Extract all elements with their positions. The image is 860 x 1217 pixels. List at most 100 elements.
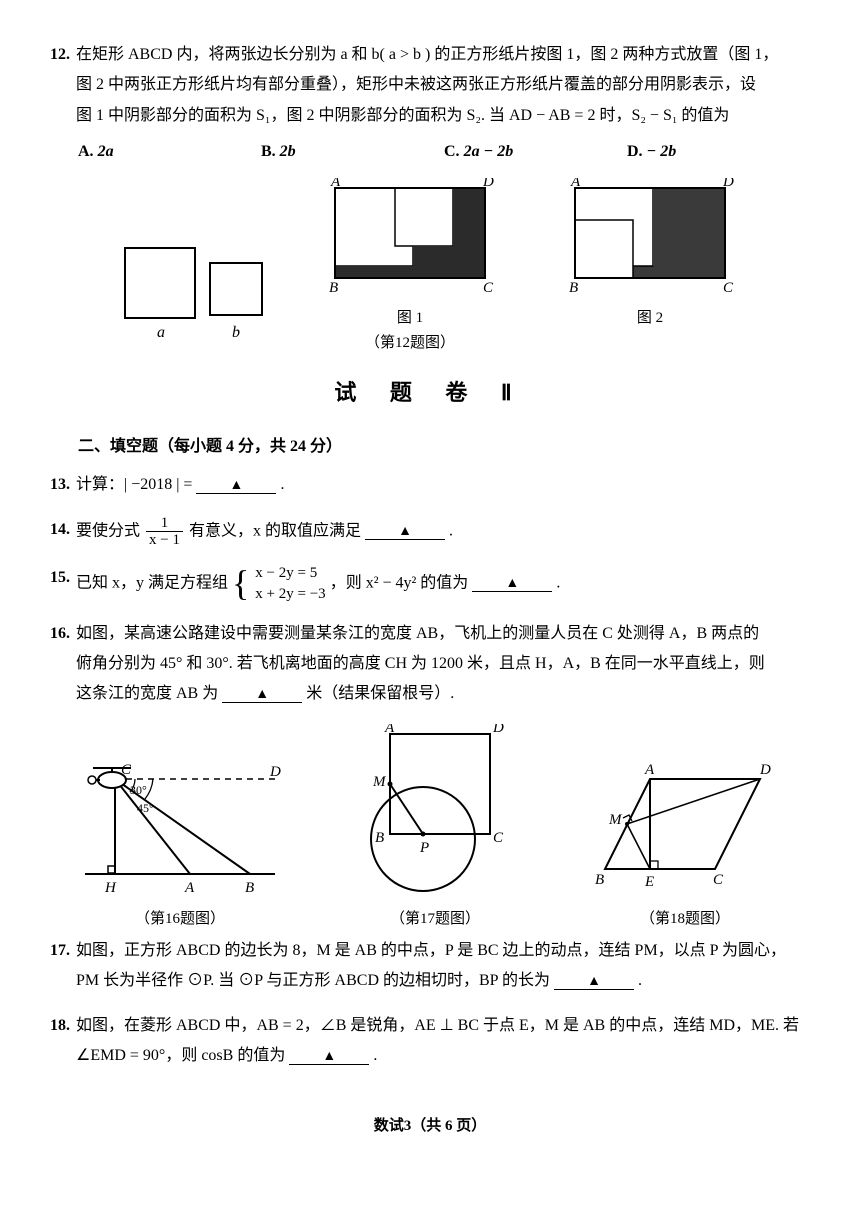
q17-number: 17. [50, 936, 76, 997]
f17-B: B [375, 830, 384, 846]
q12-choice-A: A. 2a [78, 137, 261, 167]
q12-line1: 在矩形 ABCD 内，将两张边长分别为 a 和 b( a > b ) 的正方形纸… [76, 46, 778, 63]
q14-number: 14. [50, 515, 76, 549]
squares-ab-svg: a b [115, 233, 265, 343]
question-13: 13. 计算：| −2018 | = ▲ . [50, 470, 810, 500]
q16-number: 16. [50, 619, 76, 710]
f16-B: B [245, 880, 254, 894]
q14-fraction: 1 x − 1 [146, 515, 183, 549]
q13-post: . [280, 476, 284, 493]
f17-M: M [372, 774, 387, 790]
q14-pre: 要使分式 [76, 522, 144, 539]
q14-text: 要使分式 1 x − 1 有意义，x 的取值应满足 ▲ . [76, 515, 810, 549]
fig16-svg: 30° 45° C D H A B [75, 754, 285, 894]
fig17: A D B C M P （第17题图） [345, 724, 525, 930]
q13-blank: ▲ [196, 477, 276, 494]
f18-M: M [608, 812, 623, 828]
f18-E: E [644, 874, 654, 890]
q18-line1: 如图，在菱形 ABCD 中，AB = 2，∠B 是锐角，AE ⊥ BC 于点 E… [76, 1017, 799, 1034]
q15-post: . [556, 574, 560, 591]
f16-C: C [121, 762, 132, 778]
figures-16-17-18: 30° 45° C D H A B （第16题图） A D B C [50, 724, 810, 930]
q15-system: x − 2y = 5 x + 2y = −3 [255, 563, 325, 605]
q18-number: 18. [50, 1011, 76, 1072]
question-15: 15. 已知 x，y 满足方程组 { x − 2y = 5 x + 2y = −… [50, 563, 810, 605]
q14-blank: ▲ [365, 523, 445, 540]
q18-line2post: . [373, 1047, 377, 1064]
q17-blank: ▲ [554, 973, 634, 990]
f16-D: D [269, 764, 281, 780]
q16-line1: 如图，某高速公路建设中需要测量某条江的宽度 AB，飞机上的测量人员在 C 处测得… [76, 625, 759, 642]
f18-A: A [644, 762, 655, 778]
q12-figures: a b A D B C [50, 178, 810, 354]
q15-eq1: x − 2y = 5 [255, 565, 317, 581]
q17-line2post: . [638, 972, 642, 989]
q13-number: 13. [50, 470, 76, 500]
label-a: a [157, 324, 165, 341]
q18-text: 如图，在菱形 ABCD 中，AB = 2，∠B 是锐角，AE ⊥ BC 于点 E… [76, 1011, 810, 1072]
f16-A: A [184, 880, 195, 894]
brace-icon: { [232, 569, 249, 598]
q14-post: . [449, 522, 453, 539]
q18-blank: ▲ [289, 1048, 369, 1065]
fig18-caption: （第18题图） [585, 909, 785, 930]
question-14: 14. 要使分式 1 x − 1 有意义，x 的取值应满足 ▲ . [50, 515, 810, 549]
f17-A: A [384, 724, 395, 736]
question-17: 17. 如图，正方形 ABCD 的边长为 8，M 是 AB 的中点，P 是 BC… [50, 936, 810, 997]
q12-fig1: A D B C 图 1 （第12题图） [315, 178, 505, 354]
fig16-caption: （第16题图） [75, 909, 285, 930]
question-12: 12. 在矩形 ABCD 内，将两张边长分别为 a 和 b( a > b ) 的… [50, 40, 810, 354]
f17-D: D [492, 724, 504, 736]
q15-text: 已知 x，y 满足方程组 { x − 2y = 5 x + 2y = −3 ，则… [76, 563, 810, 605]
q12-number: 12. [50, 40, 76, 131]
q12-text: 在矩形 ABCD 内，将两张边长分别为 a 和 b( a > b ) 的正方形纸… [76, 40, 810, 131]
question-18: 18. 如图，在菱形 ABCD 中，AB = 2，∠B 是锐角，AE ⊥ BC … [50, 1011, 810, 1072]
q12-fig2: A D B C 图 2 . [555, 178, 745, 354]
q12-choice-B: B. 2b [261, 137, 444, 167]
q15-blank: ▲ [472, 575, 552, 592]
f1-B: B [329, 280, 338, 293]
fig2-caption: 图 2 [555, 308, 745, 329]
q17-text: 如图，正方形 ABCD 的边长为 8，M 是 AB 的中点，P 是 BC 边上的… [76, 936, 810, 997]
q15-number: 15. [50, 563, 76, 605]
fig-main-caption: （第12题图） [315, 333, 505, 354]
fig16: 30° 45° C D H A B （第16题图） [75, 754, 285, 930]
q16-line3pre: 这条江的宽度 AB 为 [76, 685, 222, 702]
fig17-svg: A D B C M P [345, 724, 525, 894]
q12-choice-C: C. 2a − 2b [444, 137, 627, 167]
f2-A: A [570, 178, 581, 190]
q17-line2pre: PM 长为半径作 ⊙P. 当 ⊙P 与正方形 ABCD 的边相切时，BP 的长为 [76, 972, 550, 989]
fig18: A D B C E M （第18题图） [585, 754, 785, 930]
q15-pre: 已知 x，y 满足方程组 [76, 574, 228, 591]
q12-line3: 图 1 中阴影部分的面积为 S₁，图 2 中阴影部分的面积为 S₂. 当 AD … [76, 107, 729, 124]
angle-45: 45° [137, 801, 154, 815]
label-b: b [232, 324, 240, 341]
q18-line2pre: ∠EMD = 90°，则 cosB 的值为 [76, 1047, 289, 1064]
q17-line1: 如图，正方形 ABCD 的边长为 8，M 是 AB 的中点，P 是 BC 边上的… [76, 942, 786, 959]
f18-B: B [595, 872, 604, 888]
q12-line2: 图 2 中两张正方形纸片均有部分重叠），矩形中未被这两张正方形纸片覆盖的部分用阴… [76, 76, 756, 93]
fill-blank-heading: 二、填空题（每小题 4 分，共 24 分） [78, 432, 810, 462]
f18-D: D [759, 762, 771, 778]
f16-H: H [104, 880, 117, 894]
fig1-caption: 图 1 [315, 308, 505, 329]
q14-mid: 有意义，x 的取值应满足 [189, 522, 365, 539]
q16-text: 如图，某高速公路建设中需要测量某条江的宽度 AB，飞机上的测量人员在 C 处测得… [76, 619, 810, 710]
q12-choice-D: D. − 2b [627, 137, 810, 167]
fig18-svg: A D B C E M [585, 754, 785, 894]
q13-text: 计算：| −2018 | = ▲ . [76, 470, 810, 500]
f1-C: C [483, 280, 494, 293]
f2-C: C [723, 280, 734, 293]
f18-C: C [713, 872, 724, 888]
q13-pre: 计算：| −2018 | = [76, 476, 196, 493]
fig17-caption: （第17题图） [345, 909, 525, 930]
angle-30: 30° [130, 783, 147, 797]
question-16: 16. 如图，某高速公路建设中需要测量某条江的宽度 AB，飞机上的测量人员在 C… [50, 619, 810, 710]
fig1-svg: A D B C [315, 178, 505, 293]
f2-D: D [722, 178, 734, 190]
fig2-svg: A D B C [555, 178, 745, 293]
section-2-title: 试 题 卷 Ⅱ [50, 372, 810, 414]
q12-choices: A. 2a B. 2b C. 2a − 2b D. − 2b [78, 137, 810, 167]
q16-line2: 俯角分别为 45° 和 30°. 若飞机离地面的高度 CH 为 1200 米，且… [76, 655, 765, 672]
page-footer: 数试3（共 6 页） [50, 1112, 810, 1141]
